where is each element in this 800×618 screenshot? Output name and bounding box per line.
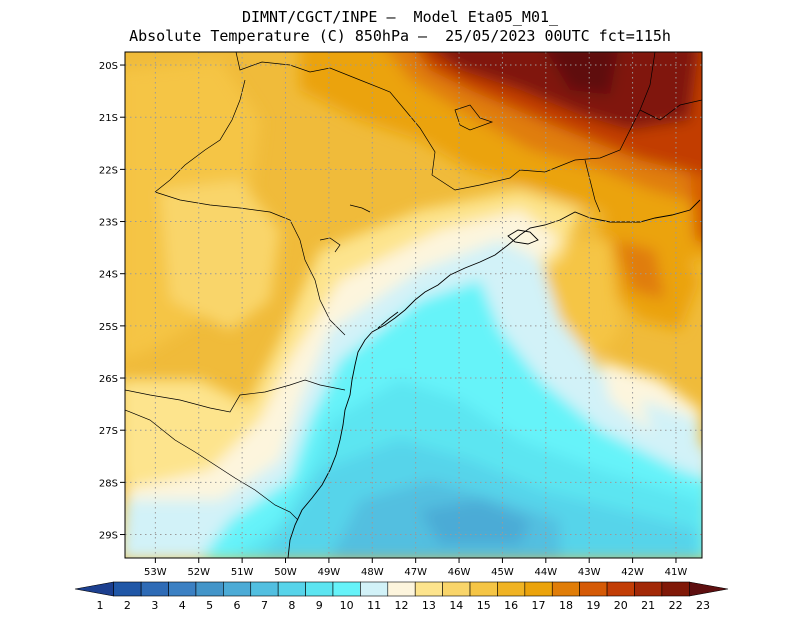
- colorbar-label: 11: [367, 599, 381, 612]
- grid-lines: [125, 52, 702, 558]
- lat-tick-label: 23S: [99, 218, 118, 229]
- lat-tick-label: 29S: [99, 531, 118, 542]
- colorbar-swatch: [524, 581, 553, 597]
- lon-tick-label: 42W: [621, 567, 644, 578]
- colorbar-swatch: [277, 581, 306, 597]
- colorbar-swatch: [606, 581, 635, 597]
- colorbar-label: 16: [504, 599, 518, 612]
- colorbar-swatch: [250, 581, 279, 597]
- colorbar-swatch: [195, 581, 224, 597]
- state-borders: [125, 52, 702, 521]
- lat-tick-label: 22S: [99, 165, 118, 176]
- colorbar-label: 4: [179, 599, 186, 612]
- lon-tick-label: 44W: [535, 567, 558, 578]
- colorbar-swatch: [469, 581, 498, 597]
- lon-tick-label: 41W: [665, 567, 688, 578]
- colorbar-swatch: [223, 581, 252, 597]
- colorbar-label: 18: [559, 599, 573, 612]
- colorbar-swatch: [551, 581, 580, 597]
- colorbar-swatch: [168, 581, 197, 597]
- colorbar-label: 8: [288, 599, 295, 612]
- colorbar-label: 10: [340, 599, 354, 612]
- map-frame: [124, 51, 703, 559]
- colorbar-label: 2: [124, 599, 131, 612]
- lon-tick-label: 45W: [491, 567, 514, 578]
- latitude-ticks: 20S 21S 22S 23S 24S 25S 26S 27S 28S 29S: [99, 61, 125, 542]
- colorbar-label: 23: [696, 599, 710, 612]
- colorbar-arrow-low: [74, 581, 115, 597]
- colorbar-label: 7: [261, 599, 268, 612]
- figure-title-line-2: Absolute Temperature (C) 850hPa — 25/05/…: [129, 27, 671, 45]
- colorbar-swatch: [497, 581, 526, 597]
- lon-tick-label: 43W: [578, 567, 601, 578]
- lat-tick-label: 24S: [99, 270, 118, 281]
- lon-tick-label: 48W: [361, 567, 384, 578]
- colorbar-swatch: [360, 581, 389, 597]
- colorbar-swatch: [305, 581, 334, 597]
- colorbar-label: 5: [206, 599, 213, 612]
- colorbar-swatch: [140, 581, 169, 597]
- lon-tick-label: 51W: [231, 567, 254, 578]
- lon-tick-label: 46W: [448, 567, 471, 578]
- colorbar-arrow-high: [688, 581, 729, 597]
- lat-tick-label: 26S: [99, 374, 118, 385]
- lon-tick-label: 47W: [404, 567, 427, 578]
- lat-tick-label: 25S: [99, 322, 118, 333]
- colorbar-swatch: [113, 581, 142, 597]
- temperature-field: [125, 52, 702, 558]
- colorbar-swatch: [579, 581, 608, 597]
- colorbar-label: 19: [586, 599, 600, 612]
- colorbar-label: 13: [422, 599, 436, 612]
- lat-tick-label: 27S: [99, 426, 118, 437]
- longitude-ticks: 53W 52W 51W 50W 49W 48W 47W 46W 45W 44W 43W 42W 41W: [144, 558, 687, 578]
- colorbar-label: 20: [614, 599, 628, 612]
- colorbar-label: 1: [97, 599, 104, 612]
- colorbar-label: 6: [234, 599, 241, 612]
- colorbar-swatch: [442, 581, 471, 597]
- lon-tick-label: 49W: [318, 567, 341, 578]
- colorbar: 1 2 3 4 5 6 7 8 9 10 11 12 13 14 15 16 17 18 19 20 21 22 23: [74, 581, 729, 612]
- lat-tick-label: 20S: [99, 61, 118, 72]
- lat-tick-label: 21S: [99, 113, 118, 124]
- colorbar-swatch: [387, 581, 416, 597]
- coastline: [287, 199, 701, 558]
- colorbar-swatch: [332, 581, 361, 597]
- colorbar-swatch: [414, 581, 443, 597]
- colorbar-label: 22: [669, 599, 683, 612]
- colorbar-swatch: [634, 581, 663, 597]
- lat-tick-label: 28S: [99, 478, 118, 489]
- lon-tick-label: 50W: [274, 567, 297, 578]
- lon-tick-label: 52W: [187, 567, 210, 578]
- figure-title-line-1: DIMNT/CGCT/INPE — Model Eta05_M01_: [241, 8, 559, 26]
- colorbar-label: 14: [449, 599, 463, 612]
- colorbar-label: 9: [316, 599, 323, 612]
- colorbar-label: 21: [641, 599, 655, 612]
- colorbar-label: 15: [477, 599, 491, 612]
- colorbar-swatch: [661, 581, 690, 597]
- colorbar-label: 12: [395, 599, 409, 612]
- lon-tick-label: 53W: [144, 567, 167, 578]
- colorbar-label: 3: [151, 599, 158, 612]
- colorbar-label: 17: [532, 599, 546, 612]
